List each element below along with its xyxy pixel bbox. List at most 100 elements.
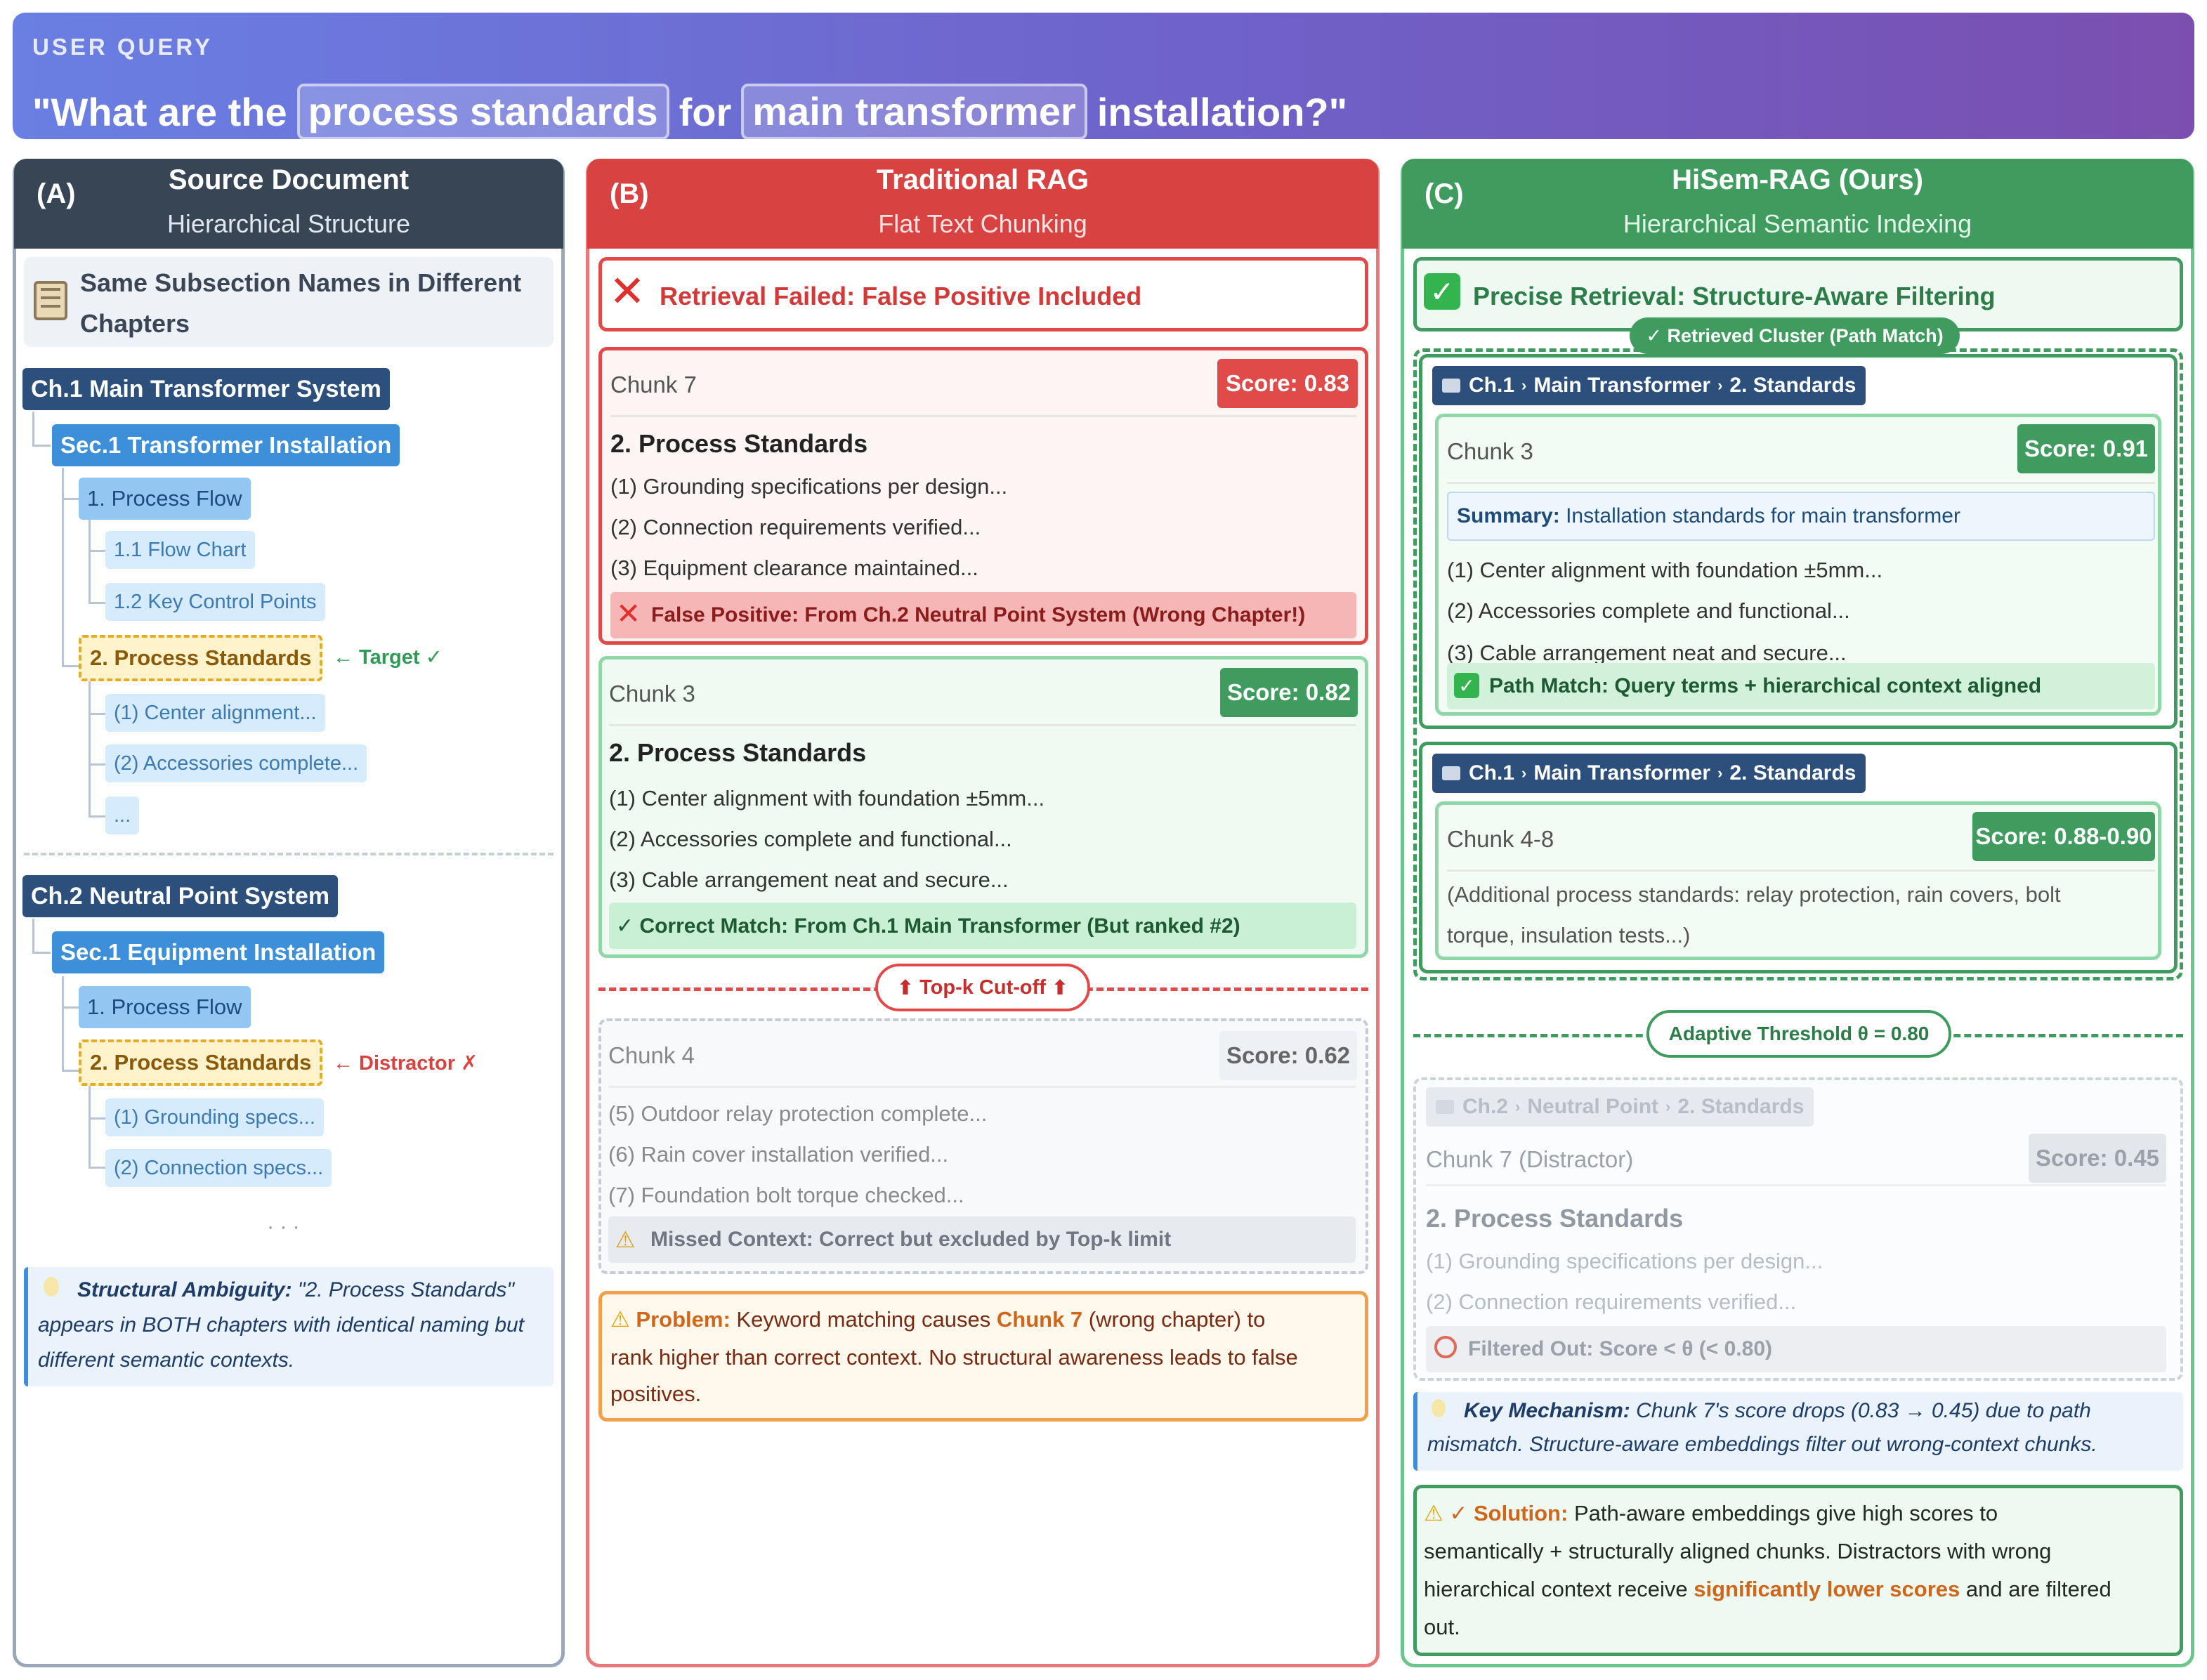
chevron-right-icon: › <box>1521 764 1527 782</box>
chunk-3-card: Chunk 3 Score: 0.82 2. Process Standards… <box>598 656 1368 958</box>
filtered-out-alert: Filtered Out: Score < θ (< 0.80) <box>1426 1326 2166 1372</box>
summary-box: Summary: Installation standards for main… <box>1447 492 2155 541</box>
chunk-line: (2) Accessories complete and functional.… <box>609 827 1012 851</box>
query-part: "What are the <box>32 89 287 134</box>
chunk-4-8-card: Chunk 4-8 Score: 0.88-0.90 (Additional p… <box>1435 801 2161 960</box>
tree-ch1-process-standards-target: 2. Process Standards <box>79 635 323 681</box>
retrieval-failed-banner: ✕ Retrieval Failed: False Positive Inclu… <box>598 257 1368 332</box>
chevron-right-icon: › <box>1665 1098 1671 1115</box>
ambiguity-banner-text: Same Subsection Names in Different Chapt… <box>80 268 522 338</box>
summary-label: Summary: <box>1457 504 1560 527</box>
chunk-4-card: Chunk 4 Score: 0.62 (5) Outdoor relay pr… <box>598 1018 1368 1274</box>
correct-match-alert: ✓ Correct Match: From Ch.1 Main Transfor… <box>609 903 1356 949</box>
solution-line-2: semantically + structurally aligned chun… <box>1424 1539 2052 1563</box>
chunk-name: Chunk 4-8 <box>1447 826 1554 852</box>
chunk-3-card: Chunk 3 Score: 0.91 Summary: Installatio… <box>1435 414 2161 716</box>
chunk-name: Chunk 4 <box>608 1042 695 1068</box>
panel-subtitle: Hierarchical Structure <box>166 209 411 238</box>
ambiguity-note: Structural Ambiguity: "2. Process Standa… <box>24 1267 554 1386</box>
score-badge: Score: 0.62 <box>1219 1031 1357 1080</box>
chunk-line: (3) Cable arrangement neat and secure... <box>1447 641 1847 665</box>
problem-line-3: positives. <box>610 1382 702 1406</box>
problem-box: ⚠ Problem: Keyword matching causes Chunk… <box>598 1291 1368 1422</box>
problem-label: Problem: <box>636 1307 731 1332</box>
lightbulb-icon <box>44 1277 59 1297</box>
topk-cutoff-text: Top-k Cut-off <box>919 976 1046 999</box>
more-ellipsis: · · · <box>267 1215 300 1238</box>
chevron-right-icon: › <box>1717 764 1723 782</box>
chunk-line: (3) Equipment clearance maintained... <box>610 556 978 580</box>
chapter-divider <box>24 853 554 855</box>
chunk-line: (5) Outdoor relay protection complete... <box>608 1101 988 1126</box>
tree-ch2-process-standards-distractor: 2. Process Standards <box>79 1039 323 1086</box>
panel-tag: (A) <box>37 178 76 209</box>
score-badge: Score: 0.83 <box>1217 359 1358 408</box>
query-part: for <box>679 89 732 134</box>
tree-ch1-leaf-2: (2) Accessories complete... <box>105 744 367 782</box>
chunk-heading: 2. Process Standards <box>609 738 867 767</box>
false-positive-alert: ✕ False Positive: From Ch.2 Neutral Poin… <box>610 592 1356 638</box>
tree-ch1: Ch.1 Main Transformer System <box>22 368 390 410</box>
query-label: USER QUERY <box>32 34 213 60</box>
distractor-note: ← Distractor ✗ <box>333 1052 478 1075</box>
chunk-name: Chunk 3 <box>1447 438 1533 464</box>
problem-text: Keyword matching causes <box>736 1307 991 1332</box>
key-mechanism-label: Key Mechanism: <box>1464 1399 1630 1422</box>
path-subsection: 2. Standards <box>1729 374 1856 397</box>
score-badge: Score: 0.91 <box>2017 424 2155 473</box>
check-icon: ✓ <box>1424 273 1460 310</box>
tree-ch1-sec1: Sec.1 Transformer Installation <box>52 424 400 466</box>
cross-icon: ✕ <box>616 597 641 630</box>
path-breadcrumb: Ch.2 › Neutral Point › 2. Standards <box>1426 1087 1814 1127</box>
panel-b-header: (B) Traditional RAG Flat Text Chunking <box>587 159 1378 249</box>
ambiguity-banner: Same Subsection Names in Different Chapt… <box>24 257 554 347</box>
panel-tag: (C) <box>1425 178 1464 209</box>
filtered-out-text: Filtered Out: Score < θ (< 0.80) <box>1468 1337 1773 1360</box>
chunk-heading: 2. Process Standards <box>610 429 868 458</box>
cluster-group-1: Ch.1 › Main Transformer › 2. Standards C… <box>1419 354 2177 729</box>
summary-text: Installation standards for main transfor… <box>1566 504 1960 527</box>
problem-text: (wrong chapter) to <box>1088 1307 1266 1332</box>
chunk-line: (1) Center alignment with foundation ±5m… <box>1447 558 1883 582</box>
warning-icon: ⚠ <box>610 1307 630 1332</box>
chunk-line: (1) Grounding specifications per design.… <box>1426 1249 1823 1273</box>
distractor-card: Ch.2 › Neutral Point › 2. Standards Chun… <box>1413 1077 2183 1381</box>
tree-ch2-process-flow: 1. Process Flow <box>79 986 251 1028</box>
retrieval-failed-text: Retrieval Failed: False Positive Include… <box>660 282 1142 310</box>
note-label: Structural Ambiguity: <box>77 1278 292 1301</box>
clipboard-icon <box>34 281 67 320</box>
missed-context-text: Missed Context: Correct but excluded by … <box>650 1228 1172 1251</box>
tree-ch1-flow-chart: 1.1 Flow Chart <box>105 531 255 569</box>
tree-ch2-sec1: Sec.1 Equipment Installation <box>52 931 385 973</box>
path-chapter: Ch.2 <box>1462 1095 1509 1118</box>
score-badge: Score: 0.45 <box>2029 1134 2166 1183</box>
chunk-line: (3) Cable arrangement neat and secure... <box>609 867 1009 892</box>
tree-ch1-leaf-1: (1) Center alignment... <box>105 694 325 732</box>
check-icon: ✓ <box>1454 673 1479 698</box>
note-line-2: appears in BOTH chapters with identical … <box>38 1313 525 1337</box>
query-banner: USER QUERY "What are the process standar… <box>13 13 2194 140</box>
key-mechanism-note: Key Mechanism: Chunk 7's score drops (0.… <box>1413 1392 2183 1471</box>
chunk-line: (1) Grounding specifications per design.… <box>610 474 1008 499</box>
solution-highlight: significantly lower scores <box>1694 1577 1960 1601</box>
chunk-7-card: Chunk 7 Score: 0.83 2. Process Standards… <box>598 347 1368 645</box>
chunk-line: (2) Connection requirements verified... <box>610 515 981 539</box>
problem-line-2: rank higher than correct context. No str… <box>610 1345 1298 1370</box>
cluster-label: ✓ Retrieved Cluster (Path Match) <box>1630 317 1960 354</box>
solution-text: and are filtered <box>1965 1577 2111 1601</box>
tree-ch2-leaf-1: (1) Grounding specs... <box>105 1098 324 1136</box>
precise-retrieval-banner: ✓ Precise Retrieval: Structure-Aware Fil… <box>1413 257 2183 332</box>
false-positive-text: False Positive: From Ch.2 Neutral Point … <box>651 603 1306 626</box>
lightbulb-icon <box>1432 1399 1446 1417</box>
query-highlight-main-transformer: main transformer <box>741 84 1087 140</box>
query-highlight-process-standards: process standards <box>296 84 669 140</box>
cross-icon: ✕ <box>609 268 646 316</box>
folder-icon <box>1442 379 1460 393</box>
path-breadcrumb: Ch.1 › Main Transformer › 2. Standards <box>1432 366 1866 405</box>
path-breadcrumb: Ch.1 › Main Transformer › 2. Standards <box>1432 754 1866 793</box>
path-section: Main Transformer <box>1533 761 1711 785</box>
prohibited-icon <box>1434 1336 1457 1358</box>
tree-ch1-leaf-more: ... <box>105 796 140 834</box>
path-match-alert: ✓ Path Match: Query terms + hierarchical… <box>1447 663 2155 709</box>
chunk-line: (2) Accessories complete and functional.… <box>1447 598 1850 623</box>
